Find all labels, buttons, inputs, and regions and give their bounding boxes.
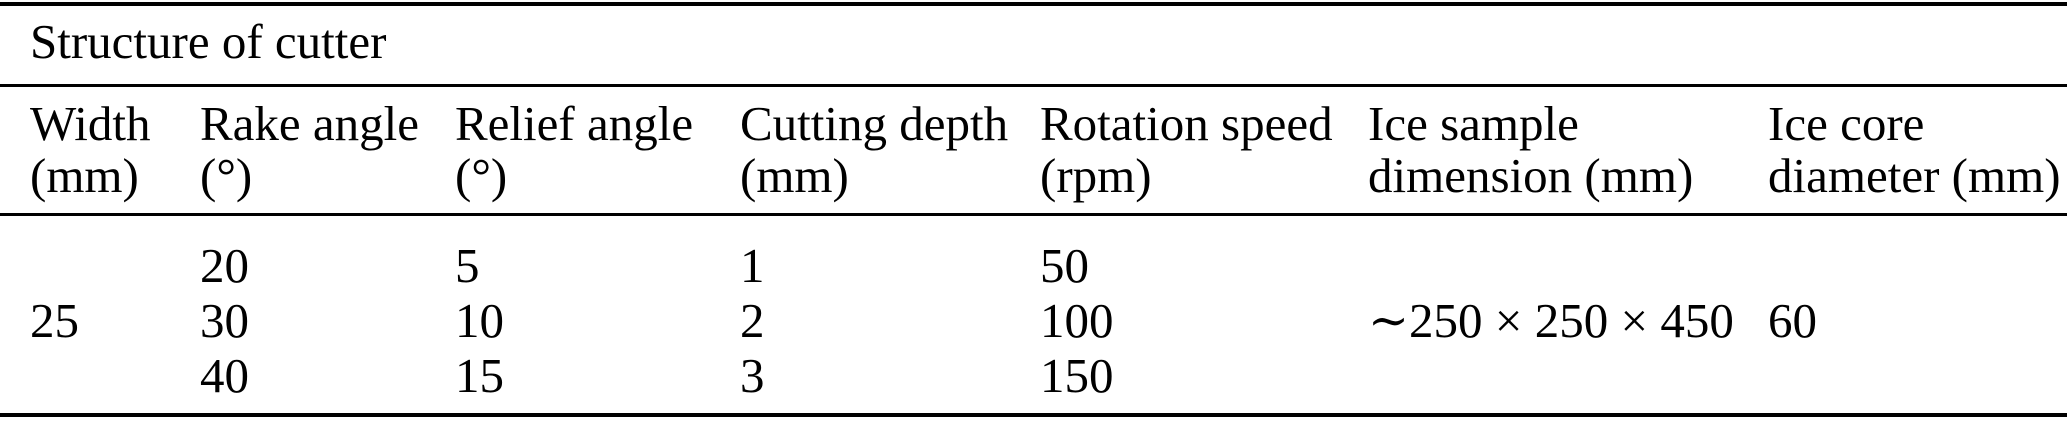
column-header-cutting-depth: Cutting depth (mm) [740, 98, 1040, 213]
column-header-label: Ice core [1768, 96, 1925, 151]
relief-angle-value: 10 [455, 293, 504, 348]
top-rule [0, 2, 2067, 6]
column-header-unit: (rpm) [1040, 148, 1152, 203]
rake-angle-value: 20 [200, 238, 249, 293]
header-divider-rule [0, 213, 2067, 216]
column-header-unit: (mm) [740, 148, 849, 203]
column-header-label: Relief angle [455, 96, 694, 151]
cell-width: 25 [30, 216, 200, 413]
cutting-depth-value: 1 [740, 238, 765, 293]
cell-cutting-depth: 1 2 3 [740, 216, 1040, 413]
column-header-unit: diameter (mm) [1768, 148, 2061, 203]
cell-rotation-speed: 50 100 150 [1040, 216, 1368, 413]
cell-rake-angle: 20 30 40 [200, 216, 455, 413]
column-header-ice-sample-dimension: Ice sample dimension (mm) [1368, 98, 1768, 213]
rake-angle-value: 30 [200, 293, 249, 348]
relief-angle-value: 15 [455, 348, 504, 403]
table-header-row: Width (mm) Rake angle (°) Relief angle (… [0, 87, 2067, 213]
column-header-unit: dimension (mm) [1368, 148, 1694, 203]
table-title-row: Structure of cutter [0, 6, 2067, 84]
column-header-label: Ice sample [1368, 96, 1579, 151]
cell-ice-sample-dimension: ∼250 × 250 × 450 [1368, 216, 1768, 413]
column-header-label: Width [30, 96, 151, 151]
column-header-label: Rotation speed [1040, 96, 1333, 151]
column-header-label: Cutting depth [740, 96, 1009, 151]
column-header-unit: (mm) [30, 148, 139, 203]
table-body: 25 20 30 40 5 10 15 1 2 3 50 100 150 ∼25… [0, 216, 2067, 413]
column-header-label: Rake angle [200, 96, 420, 151]
table-title: Structure of cutter [30, 13, 387, 69]
cell-ice-core-diameter: 60 [1768, 216, 2037, 413]
ice-core-diameter-value: 60 [1768, 293, 1817, 348]
cutting-depth-value: 3 [740, 348, 765, 403]
title-divider-rule [0, 84, 2067, 87]
cell-relief-angle: 5 10 15 [455, 216, 740, 413]
rotation-speed-value: 150 [1040, 348, 1114, 403]
column-header-width: Width (mm) [30, 98, 200, 213]
column-header-unit: (°) [455, 148, 508, 203]
column-header-relief-angle: Relief angle (°) [455, 98, 740, 213]
column-header-rake-angle: Rake angle (°) [200, 98, 455, 213]
ice-sample-dimension-value: ∼250 × 250 × 450 [1368, 293, 1734, 348]
rake-angle-value: 40 [200, 348, 249, 403]
width-value: 25 [30, 293, 79, 348]
column-header-unit: (°) [200, 148, 253, 203]
rotation-speed-value: 100 [1040, 293, 1114, 348]
column-header-rotation-speed: Rotation speed (rpm) [1040, 98, 1368, 213]
bottom-rule [0, 413, 2067, 417]
relief-angle-value: 5 [455, 238, 480, 293]
column-header-ice-core-diameter: Ice core diameter (mm) [1768, 96, 2061, 213]
cutting-depth-value: 2 [740, 293, 765, 348]
rotation-speed-value: 50 [1040, 238, 1089, 293]
